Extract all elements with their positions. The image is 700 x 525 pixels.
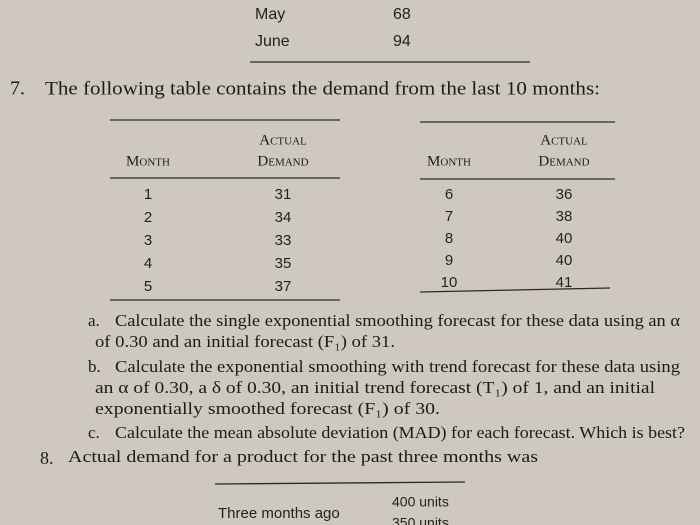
- rule: [214, 481, 466, 485]
- demand-value: 37: [275, 278, 292, 295]
- demand-value: 34: [275, 209, 292, 226]
- month-number: 2: [144, 209, 152, 226]
- question-text: exponentially smoothed forecast (F₁) of …: [95, 399, 440, 418]
- month-name: June: [255, 33, 290, 50]
- demand-value: 40: [556, 252, 573, 269]
- demand-value: 41: [556, 274, 573, 291]
- column-header: Actual: [259, 132, 307, 148]
- demand-value: 400 units: [392, 494, 449, 510]
- demand-value: 40: [556, 230, 573, 247]
- demand-value: 94: [393, 33, 411, 50]
- rule: [419, 287, 611, 293]
- month-number: 6: [445, 186, 453, 203]
- column-header: Demand: [538, 153, 589, 169]
- question-text: Calculate the exponential smoothing with…: [115, 357, 681, 376]
- demand-value: 350 units: [392, 515, 449, 525]
- question-text: of 0.30 and an initial forecast (F₁) of …: [95, 332, 395, 351]
- question-text: an α of 0.30, a δ of 0.30, an initial tr…: [95, 378, 655, 397]
- month-number: 4: [144, 255, 152, 272]
- column-header: Month: [427, 153, 471, 169]
- column-header: Demand: [257, 153, 308, 169]
- question-label: c.: [88, 423, 100, 442]
- question-text: Calculate the mean absolute deviation (M…: [115, 423, 685, 442]
- month-number: 1: [144, 186, 152, 203]
- problem-text: The following table contains the demand …: [45, 78, 600, 99]
- problem-number: 8.: [40, 448, 54, 468]
- month-number: 3: [144, 232, 152, 249]
- problem-text: Actual demand for a product for the past…: [68, 447, 538, 466]
- column-header: Month: [126, 153, 170, 169]
- month-number: 7: [445, 208, 453, 225]
- question-label: b.: [88, 357, 101, 376]
- demand-value: 35: [275, 255, 292, 272]
- problem-number: 7.: [10, 78, 25, 100]
- demand-value: 31: [275, 186, 292, 203]
- month-number: 10: [441, 274, 458, 291]
- month-name: May: [255, 6, 285, 23]
- question-label: a.: [88, 311, 100, 330]
- month-number: 5: [144, 278, 152, 295]
- month-number: 8: [445, 230, 453, 247]
- question-text: Calculate the single exponential smoothi…: [115, 311, 680, 330]
- demand-value: 38: [556, 208, 573, 225]
- column-header: Actual: [540, 132, 588, 148]
- period-label: Three months ago: [218, 505, 340, 522]
- demand-value: 68: [393, 6, 411, 23]
- month-number: 9: [445, 252, 453, 269]
- demand-value: 33: [275, 232, 292, 249]
- demand-value: 36: [556, 186, 573, 203]
